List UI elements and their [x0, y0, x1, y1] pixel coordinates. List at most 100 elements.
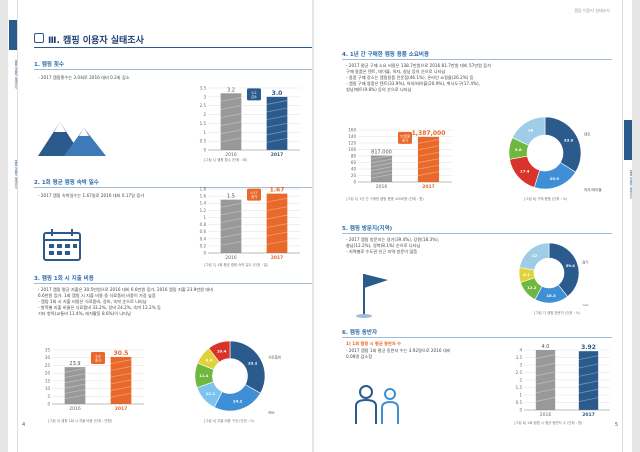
y-tick-label: 20	[351, 173, 357, 178]
bar-hatch	[417, 171, 440, 176]
bar	[266, 193, 288, 253]
slice-value-label: 24.2	[233, 399, 243, 404]
pie-slice	[208, 340, 231, 363]
bar-hatch	[220, 97, 242, 102]
bar	[417, 136, 440, 182]
bar-hatch	[417, 145, 440, 151]
bar-hatch	[578, 355, 599, 360]
bar-hatch	[220, 105, 242, 110]
y-tick-label: 0	[519, 408, 522, 413]
bar-hatch	[578, 397, 599, 402]
pie-slice	[548, 242, 580, 298]
y-tick-label: 1.8	[200, 187, 207, 192]
slice-value-label: 33.9	[564, 137, 574, 142]
section-text-5: - 2017 캠핑 방문지는 경기(39.4%), 강원(18.3%), 충남(…	[346, 237, 506, 255]
slice-category-label: 장비	[268, 410, 275, 414]
bar-hatch	[578, 388, 599, 394]
bar-hatch	[266, 240, 288, 245]
bar-hatch	[110, 379, 132, 385]
y-tick-label: 0.4	[200, 236, 207, 241]
x-tick-label: 2017	[271, 152, 284, 158]
y-tick-label: 2.5	[200, 103, 207, 108]
chart-expense: 0 5 10 15 20 25 30 35 23.9 2016 30.5 2017 6.6증가	[45, 348, 144, 412]
page-number-left: 4	[22, 422, 26, 428]
section-3-line: - 2017 캠핑 평균 지출은 30.5만원으로 2016 대비 6.6만원 …	[38, 287, 214, 292]
chapter-rule	[34, 47, 312, 48]
section-text-1: - 2017 캠핑횟수는 3.0회로 2016 대비 0.2회 감소	[38, 75, 130, 80]
slice-value-label: 33.2	[248, 360, 258, 365]
bar-hatch	[220, 113, 242, 119]
slice-value-label: 20.9	[550, 176, 560, 181]
bar-hatch	[64, 394, 86, 400]
side-label-mid: 캠핑 이용자 실태조사	[14, 160, 18, 189]
y-tick-label: 1	[203, 130, 206, 135]
bar-hatch	[370, 154, 393, 160]
y-tick-label: 80	[351, 154, 357, 159]
slice-value-label: 8.1	[523, 272, 530, 277]
caption-4: [그림 4] 지출 비용 구성 (단위 : %)	[204, 419, 255, 423]
bar-hatch	[370, 166, 393, 172]
y-tick-label: 0	[353, 180, 356, 185]
slice-category-label: 식료품비	[268, 354, 281, 359]
section-6-line: 0.08명 감소함	[346, 354, 373, 359]
right-page: 캠핑 이용자 실태조사 캠핑 이용자 실태조사 4. 1년 간 구매한 캠핑 용…	[314, 0, 632, 452]
data-label: 3.0	[272, 90, 283, 97]
flag-icon	[356, 274, 388, 318]
y-tick-label: 40	[351, 167, 357, 172]
delta-badge	[398, 131, 412, 144]
bar-hatch	[266, 197, 288, 203]
slice-value-label: 17.4	[520, 168, 530, 173]
y-tick-label: 160	[348, 128, 356, 133]
section-3-line: - 항목별 지출 비율은 식료품비 33.2%, 장비 24.2%, 숙박 12…	[38, 305, 161, 310]
y-tick-label: 1	[203, 215, 206, 220]
y-tick-label: 0.2	[200, 243, 207, 248]
side-label-right: 캠핑 이용자 실태조사	[629, 170, 632, 199]
bar-hatch	[266, 214, 288, 220]
data-label: 3.2	[227, 87, 235, 93]
bar-hatch	[266, 206, 288, 211]
y-tick-label: 1.4	[200, 201, 207, 206]
slice-category-label: 텐트	[584, 132, 591, 137]
x-tick-label: 2016	[540, 412, 552, 418]
x-tick-label: 2016	[225, 152, 237, 158]
section-rule-4	[342, 59, 612, 60]
left-side-tab: 캠핑 이용자 실태조사 캠핑 이용자 실태조사	[8, 0, 18, 452]
bar-hatch	[417, 158, 440, 164]
y-tick-label: 1.2	[200, 208, 207, 213]
section-rule-5	[342, 233, 612, 234]
bar-hatch	[64, 378, 86, 384]
y-tick-label: 140	[348, 134, 356, 139]
bar-hatch	[266, 231, 288, 237]
slice-value-label: 22	[532, 253, 538, 258]
data-label: 4.0	[542, 344, 550, 350]
slice-category-label: 경기	[582, 260, 589, 265]
x-tick-label: 2017	[422, 184, 435, 190]
y-tick-label: 0	[203, 148, 206, 153]
y-tick-label: 0.5	[200, 139, 207, 144]
bar	[64, 367, 86, 404]
y-tick-label: 100	[348, 147, 356, 152]
caption-3: [그림 3] 캠핑 1회 시 지출 비용 (단위 : 만원)	[48, 419, 113, 423]
section-4-line: - 2017 평균 구매 소요 비용은 138.7만원으로 2016 81.7만…	[346, 63, 492, 68]
section-rule-3	[34, 283, 312, 284]
slice-value-label: 18	[528, 128, 534, 133]
slice-value-label: 11.4	[199, 373, 209, 378]
y-tick-label: 1	[519, 393, 522, 398]
bar-hatch	[110, 392, 132, 398]
x-tick-label: 2016	[69, 406, 81, 412]
bar-hatch	[220, 233, 242, 239]
bar-hatch	[220, 240, 242, 246]
bar-hatch	[535, 354, 556, 359]
bar-hatch	[220, 137, 242, 143]
y-tick-label: 0	[203, 251, 206, 256]
bar-hatch	[220, 225, 242, 231]
section-text-4: - 2017 평균 구매 소요 비용은 138.7만원으로 2016 81.7만…	[346, 63, 616, 93]
bar-hatch	[535, 388, 556, 394]
data-label: 817,000	[371, 149, 392, 155]
chapter-icon	[34, 33, 44, 43]
delta-badge-text: 증가	[95, 357, 101, 362]
caption-6: [그림 6] 구매 용품 (단위 : %)	[524, 197, 568, 201]
slice-value-label: 8.6	[206, 358, 213, 363]
calendar-icon	[43, 229, 81, 261]
y-tick-label: 3	[203, 94, 206, 99]
